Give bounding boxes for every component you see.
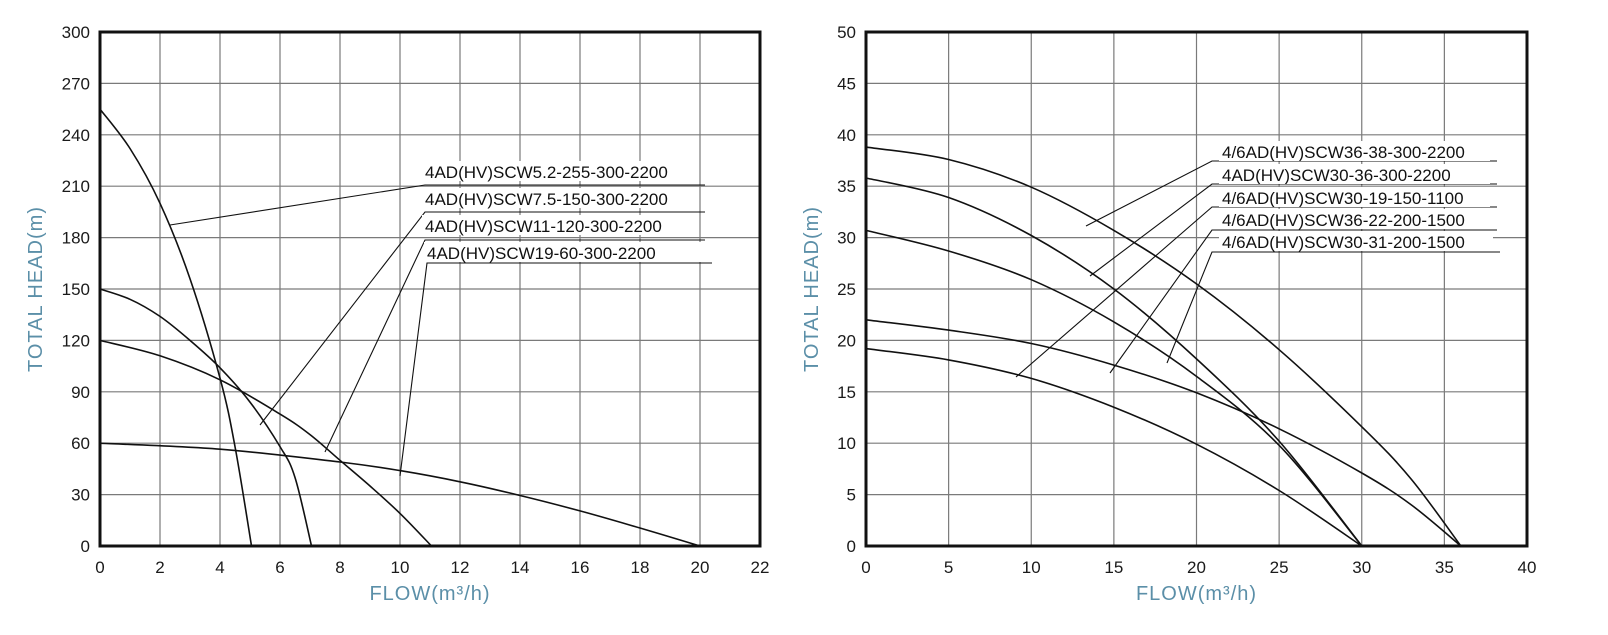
- callout-label-background: [1219, 187, 1490, 207]
- series-curve: [99, 288, 313, 547]
- x-tick-label: 0: [861, 558, 870, 577]
- x-tick-label: 25: [1270, 558, 1289, 577]
- y-tick-label: 45: [837, 74, 856, 93]
- y-tick-label: 90: [71, 383, 90, 402]
- x-tick-label: 16: [571, 558, 590, 577]
- y-tick-label: 270: [62, 74, 90, 93]
- x-tick-label: 5: [944, 558, 953, 577]
- series-callout-label: 4/6AD(HV)SCW36-22-200-1500: [1222, 211, 1465, 230]
- y-tick-label: 0: [847, 537, 856, 556]
- y-tick-label: 240: [62, 126, 90, 145]
- x-tick-label: 40: [1518, 558, 1537, 577]
- y-tick-label: 25: [837, 280, 856, 299]
- callout-label-background: [1219, 231, 1493, 251]
- callout-leader-line: [1109, 229, 1497, 374]
- x-tick-label: 35: [1435, 558, 1454, 577]
- callout-leader-line: [399, 262, 712, 477]
- y-tick-label: 10: [837, 434, 856, 453]
- x-tick-label: 2: [155, 558, 164, 577]
- y-tick-label: 210: [62, 177, 90, 196]
- callout-label-background: [1219, 209, 1490, 229]
- series-curve: [865, 347, 1363, 547]
- y-axis-title: TOTAL HEAD(m): [25, 206, 47, 372]
- x-tick-label: 18: [631, 558, 650, 577]
- x-axis-title: FLOW(m³/h): [369, 583, 490, 605]
- series-callout-label: 4/6AD(HV)SCW30-31-200-1500: [1222, 233, 1465, 252]
- y-tick-label: 180: [62, 229, 90, 248]
- x-tick-label: 0: [95, 558, 104, 577]
- x-tick-label: 8: [335, 558, 344, 577]
- y-tick-label: 300: [62, 23, 90, 42]
- callout-leader-line: [324, 239, 705, 453]
- callout-label-background: [422, 215, 698, 235]
- series-curve: [865, 319, 1462, 547]
- y-tick-label: 30: [837, 229, 856, 248]
- y-tick-label: 5: [847, 486, 856, 505]
- x-tick-label: 30: [1352, 558, 1371, 577]
- series-curve: [99, 339, 433, 547]
- x-tick-label: 6: [275, 558, 284, 577]
- y-axis-title: TOTAL HEAD(m): [801, 206, 823, 372]
- callout-leader-line: [169, 184, 705, 226]
- y-tick-label: 120: [62, 331, 90, 350]
- x-tick-label: 20: [1187, 558, 1206, 577]
- series-callout-label: 4AD(HV)SCW7.5-150-300-2200: [425, 190, 668, 209]
- y-tick-label: 15: [837, 383, 856, 402]
- series-callout-label: 4AD(HV)SCW19-60-300-2200: [427, 244, 656, 263]
- y-tick-label: 60: [71, 434, 90, 453]
- chart-right: 0 5 10 15 20 25 30 35 40 0 5 10 15 20 25 30 35 40 45 50 FLOW…: [801, 23, 1536, 605]
- y-tick-label: 20: [837, 331, 856, 350]
- callout-label-background: [424, 242, 705, 262]
- series-curve: [99, 442, 701, 547]
- x-tick-label: 20: [691, 558, 710, 577]
- series-callout-label: 4/6AD(HV)SCW36-38-300-2200: [1222, 143, 1465, 162]
- y-tick-label: 0: [81, 537, 90, 556]
- y-tick-label: 150: [62, 280, 90, 299]
- y-tick-label: 35: [837, 177, 856, 196]
- x-tick-label: 15: [1104, 558, 1123, 577]
- y-tick-label: 50: [837, 23, 856, 42]
- series-curve: [865, 146, 1462, 547]
- series-callout-label: 4AD(HV)SCW11-120-300-2200: [425, 217, 662, 236]
- x-tick-label: 14: [511, 558, 530, 577]
- callout-label-background: [1219, 164, 1490, 184]
- callout-leader-line: [259, 211, 705, 426]
- callout-leader-line: [1166, 251, 1500, 364]
- x-tick-label: 10: [1022, 558, 1041, 577]
- callout-label-background: [422, 188, 698, 208]
- callout-label-background: [422, 161, 698, 181]
- y-tick-label: 40: [837, 126, 856, 145]
- x-axis-title: FLOW(m³/h): [1136, 583, 1257, 605]
- series-callout-label: 4AD(HV)SCW5.2-255-300-2200: [425, 163, 668, 182]
- x-tick-label: 12: [451, 558, 470, 577]
- plot-frame: [864, 30, 1529, 548]
- x-tick-label: 10: [391, 558, 410, 577]
- chart-left: 0 2 4 6 8 10 12 14 16 18 20 22 0 30 60 90 120 150 180 210 24…: [25, 23, 769, 605]
- y-tick-label: 30: [71, 486, 90, 505]
- callout-label-background: [1219, 141, 1490, 161]
- series-callout-label: 4AD(HV)SCW30-36-300-2200: [1222, 166, 1451, 185]
- x-tick-label: 4: [215, 558, 224, 577]
- series-callout-label: 4/6AD(HV)SCW30-19-150-1100: [1222, 189, 1464, 208]
- series-curve: [865, 177, 1363, 547]
- series-curve: [865, 229, 1363, 547]
- x-tick-label: 22: [751, 558, 770, 577]
